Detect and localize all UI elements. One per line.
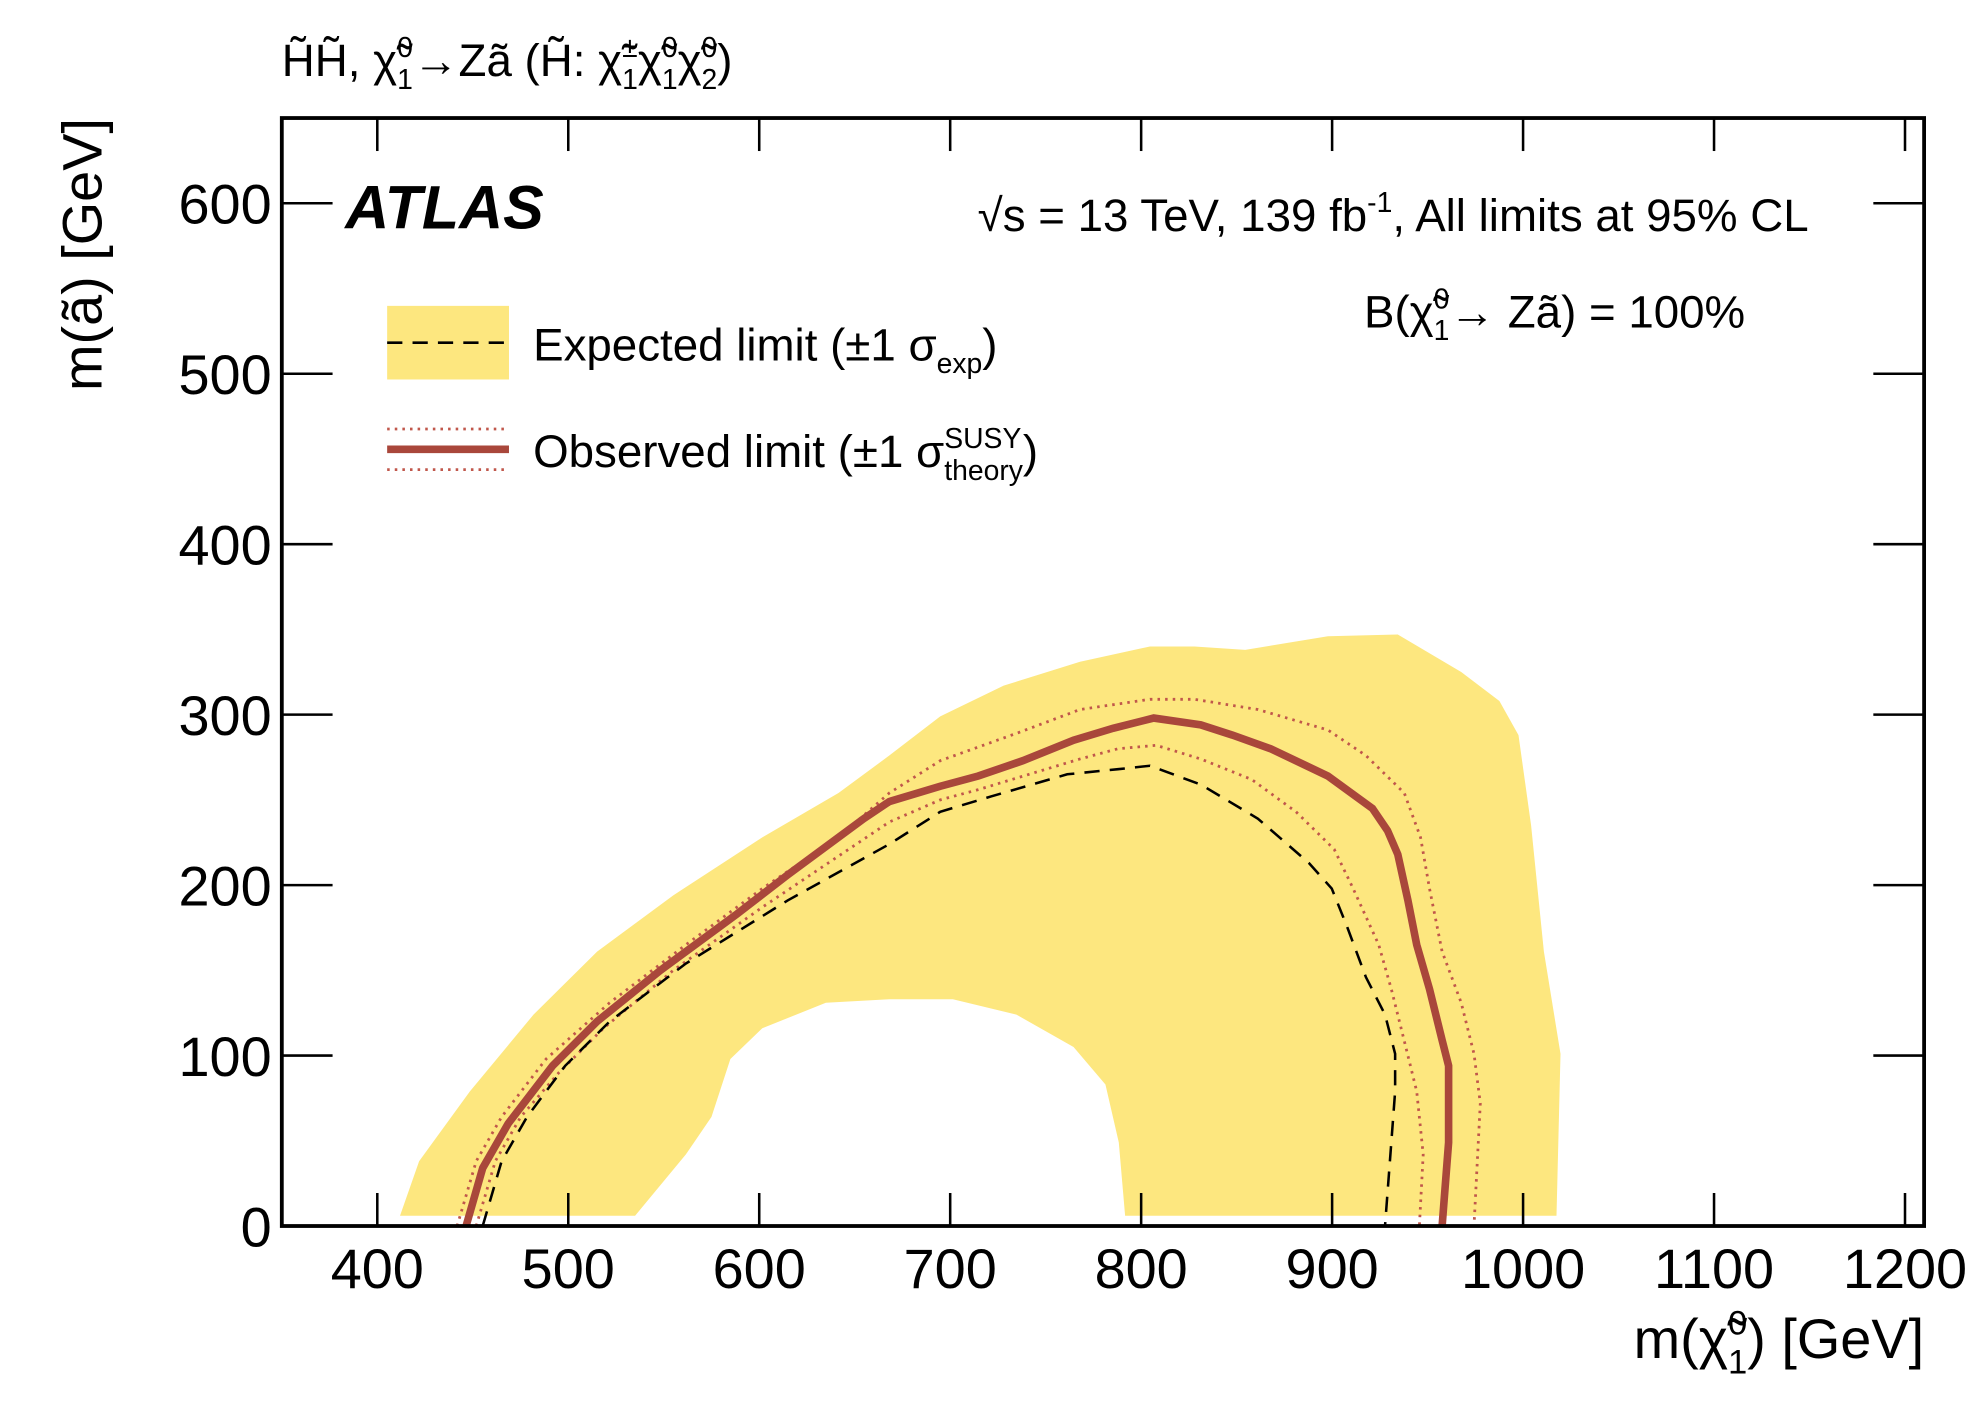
expected-band xyxy=(400,634,1561,1216)
legend-label: Expected limit (±1 σ exp) xyxy=(533,319,997,380)
y-axis-label: m(ã) [GeV] xyxy=(51,118,114,391)
x-tick-label: 1000 xyxy=(1461,1237,1585,1300)
text-part: 0 xyxy=(1728,1305,1747,1343)
energy-label: √s = 13 TeV, 139 fb -1, All limits at 95%… xyxy=(978,187,1809,241)
expected-line xyxy=(481,764,1397,1227)
experiment-label: ATLAS xyxy=(343,173,543,241)
text-part: √s = 13 TeV, 139 fb xyxy=(978,190,1367,241)
text-part: 1 xyxy=(1434,315,1450,347)
y-tick-label: 0 xyxy=(241,1195,272,1258)
text-part: 0 xyxy=(662,32,678,64)
y-tick-label: 400 xyxy=(178,513,271,576)
text-part: 1 xyxy=(1728,1344,1747,1382)
x-tick-label: 1200 xyxy=(1843,1237,1967,1300)
text-part: ) xyxy=(982,319,997,370)
text-part: →Zã (H̃: χ̃ xyxy=(413,35,638,86)
chart-title: H̃H̃, χ̃ 10 →Zã (H̃: χ̃ 1± χ̃ 10 χ̃ 20) xyxy=(282,32,733,96)
text-part: -1 xyxy=(1367,187,1392,219)
text-part: H̃H̃, χ̃ xyxy=(282,35,413,86)
text-part: , All limits at 95% CL xyxy=(1392,190,1808,241)
text-part: 1 xyxy=(662,64,678,96)
text-part: Observed limit (±1 σ xyxy=(533,426,944,477)
text-part: 0 xyxy=(397,32,413,64)
plot-frame xyxy=(279,116,1927,1228)
text-part: Expected limit (±1 σ xyxy=(533,319,937,370)
text-part: 2 xyxy=(702,64,718,96)
text-part: 1 xyxy=(622,64,638,96)
y-tick-label: 100 xyxy=(178,1025,271,1088)
text-part: exp xyxy=(937,348,983,380)
text-part: ) xyxy=(717,35,732,86)
text-part: 0 xyxy=(1434,283,1450,315)
text-part: 0 xyxy=(702,32,718,64)
branching-ratio-label: B(χ̃ 10 → Zã) = 100% xyxy=(1364,283,1745,347)
text-part: → Zã) = 100% xyxy=(1449,286,1745,337)
observed-line xyxy=(462,714,1453,1228)
theory-band-line xyxy=(455,697,1482,1227)
y-tick-label: 300 xyxy=(178,684,271,747)
x-tick-label: 500 xyxy=(522,1237,615,1300)
text-part: ) xyxy=(1023,426,1038,477)
x-tick-label: 1100 xyxy=(1654,1237,1774,1300)
text-part: theory xyxy=(944,455,1024,487)
x-tick-label: 900 xyxy=(1286,1237,1379,1300)
text-part: ± xyxy=(622,32,638,64)
y-tick-label: 200 xyxy=(178,854,271,917)
text-part: SUSY xyxy=(944,423,1021,455)
text-part: ) [GeV] xyxy=(1747,1307,1924,1370)
x-tick-label: 700 xyxy=(904,1237,997,1300)
x-tick-label: 600 xyxy=(713,1237,806,1300)
x-tick-label: 800 xyxy=(1095,1237,1188,1300)
y-tick-label: 600 xyxy=(178,173,271,236)
x-tick-label: 400 xyxy=(331,1237,424,1300)
y-tick-label: 500 xyxy=(178,343,271,406)
text-part: 1 xyxy=(397,64,413,96)
x-axis-label: m(χ̃ 10) [GeV] xyxy=(1634,1305,1925,1382)
